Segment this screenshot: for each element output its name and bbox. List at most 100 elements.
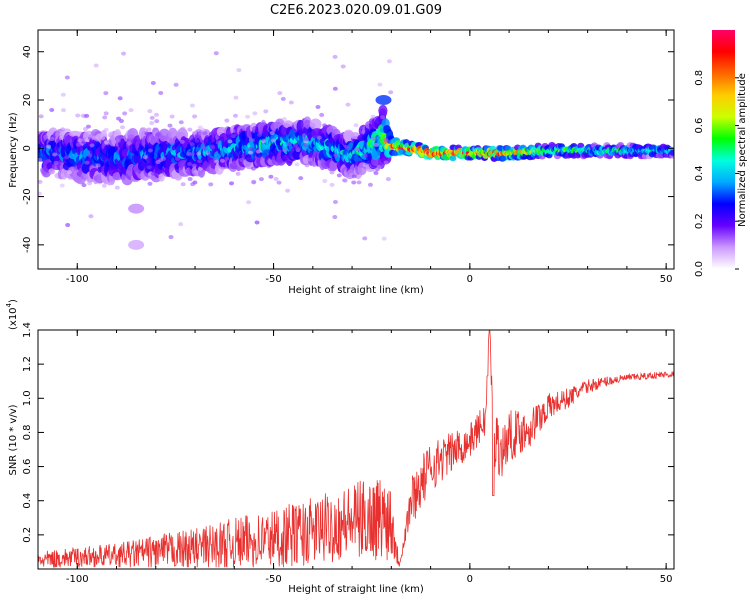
spectrogram-y-tick-label: -40 [22, 237, 33, 253]
spectrogram-y-tick-label: 40 [22, 45, 33, 58]
spectrogram-noise-cell [333, 153, 339, 158]
spectrogram-noise-cell [189, 142, 195, 147]
snr-y-tick-label: 1.2 [22, 356, 33, 372]
spectrogram-noise-cell [95, 163, 101, 168]
colorbar-gradient [712, 30, 735, 269]
spectrogram-noise-cell [224, 118, 230, 123]
spectrogram-noise-cell [38, 179, 43, 184]
spectrogram-noise-cell [77, 138, 83, 143]
spectrogram-noise-cell [263, 109, 269, 114]
spectrogram-noise-cell [353, 123, 359, 128]
spectrogram-noise-cell [383, 138, 389, 143]
spectrogram-noise-cell [375, 167, 381, 172]
spectrogram-noise-cell [89, 143, 95, 148]
spectrogram-noise-cell [60, 108, 66, 113]
spectrogram-noise-cell [270, 138, 276, 143]
spectrogram-noise-cell [116, 116, 122, 121]
spectrogram-noise-cell [121, 51, 127, 56]
spectrogram-y-tick-label: 20 [22, 94, 33, 107]
spectrogram-noise-cell [294, 162, 300, 167]
spectrogram-noise-cell [371, 136, 377, 141]
spectrogram-noise-cell [268, 174, 274, 179]
spectrogram-noise-cell [232, 160, 238, 165]
spectrogram-noise-cell [329, 182, 335, 187]
spectrogram-noise-cell [385, 177, 391, 182]
spectrogram-noise-cell [214, 159, 220, 164]
colorbar-tick-label: 0.6 [694, 118, 705, 134]
spectrogram-noise-cell [87, 181, 93, 186]
spectrogram-noise-cell [230, 134, 236, 139]
snr-scale-factor: (x104) [5, 299, 19, 330]
spectrogram-noise-cell [49, 107, 55, 112]
spectrogram-x-axis-label: Height of straight line (km) [288, 285, 424, 296]
snr-y-tick-label: 1.4 [22, 322, 33, 338]
spectrogram-noise-cell [158, 90, 164, 95]
spectrogram-cell [48, 168, 55, 175]
spectrogram-noise-cell [146, 165, 152, 170]
spectrogram-noise-cell [370, 114, 376, 119]
snr-x-tick-label: -100 [66, 574, 89, 585]
snr-panel: -100 -50 0 50 0.2 0.4 0.6 0.8 1.0 1.2 1.4 Height … [5, 299, 675, 595]
spectrogram-noise-cell [192, 114, 198, 119]
spectrogram-noise-cell [373, 171, 379, 176]
spectrogram-noise-cell [174, 156, 180, 161]
spectrogram-noise-cell [122, 111, 128, 116]
spectrogram-noise-cell [147, 148, 153, 153]
spectrogram-noise-cell [81, 183, 87, 188]
spectrogram-noise-cell [186, 161, 192, 166]
spectrogram-noise-cell [100, 135, 106, 140]
spectrogram-noise-cell [83, 126, 89, 131]
spectrogram-panel: -100 -50 0 50 -40 -20 0 20 40 Height of straigh… [8, 29, 675, 296]
spectrogram-y-tick-label: -20 [22, 188, 33, 204]
spectrogram-noise-cell [351, 180, 357, 185]
spectrogram-noise-cell [345, 102, 351, 107]
spectrogram-noise-cell [189, 103, 195, 108]
spectrogram-noise-cell [142, 155, 148, 160]
spectrogram-x-tick-label: -100 [66, 274, 89, 285]
spectrogram-noise-cell [45, 144, 51, 149]
spectrogram-noise-cell [304, 163, 310, 168]
spectrogram-noise-cell [119, 125, 125, 130]
spectrogram-x-tick-label: 0 [467, 274, 473, 285]
spectrogram-noise-cell [388, 90, 394, 95]
spectrogram-noise-cell [93, 176, 99, 181]
spectrogram-noise-cell [178, 120, 184, 125]
svg-text:(x104): (x104) [5, 299, 19, 330]
spectrogram-noise-cell [103, 91, 109, 96]
spectrogram-noise-cell [169, 114, 175, 119]
spectrogram-noise-cell [71, 168, 77, 173]
spectrogram-noise-cell [254, 220, 260, 225]
spectrogram-noise-cell [269, 130, 275, 135]
snr-x-axis-label: Height of straight line (km) [288, 584, 424, 595]
spectrogram-heatmap [38, 51, 674, 250]
spectrogram-noise-cell [76, 142, 82, 147]
spectrogram-noise-cell [191, 130, 197, 135]
spectrogram-noise-cell [115, 138, 121, 143]
spectrogram-noise-cell [103, 111, 109, 116]
spectrogram-noise-cell [215, 140, 221, 145]
spectrogram-noise-cell [84, 160, 90, 165]
spectrogram-noise-cell [224, 156, 230, 161]
snr-frame [37, 329, 675, 570]
spectrogram-noise-cell [251, 166, 257, 171]
spectrogram-cell [309, 118, 322, 131]
colorbar-ticks: 0.0 0.2 0.4 0.6 0.8 [694, 70, 739, 277]
spectrogram-frame [37, 29, 675, 270]
spectrogram-noise-cell [332, 215, 338, 220]
spectrogram-cell [500, 155, 508, 162]
spectrogram-noise-cell [173, 82, 179, 87]
spectrogram-noise-cell [249, 138, 255, 143]
spectrogram-noise-cell [197, 166, 203, 171]
spectrogram-x-ticks: -100 -50 0 50 [37, 30, 673, 285]
spectrogram-noise-cell [277, 91, 283, 96]
spectrogram-noise-cell [60, 127, 66, 132]
spectrogram-noise-cell [230, 128, 236, 133]
spectrogram-noise-cell [186, 151, 192, 156]
spectrogram-noise-cell [194, 138, 200, 143]
spectrogram-noise-cell [251, 179, 257, 184]
spectrogram-noise-cell [53, 160, 59, 165]
spectrogram-noise-cell [153, 112, 159, 117]
spectrogram-noise-cell [190, 182, 196, 187]
spectrogram-noise-cell [226, 130, 232, 135]
